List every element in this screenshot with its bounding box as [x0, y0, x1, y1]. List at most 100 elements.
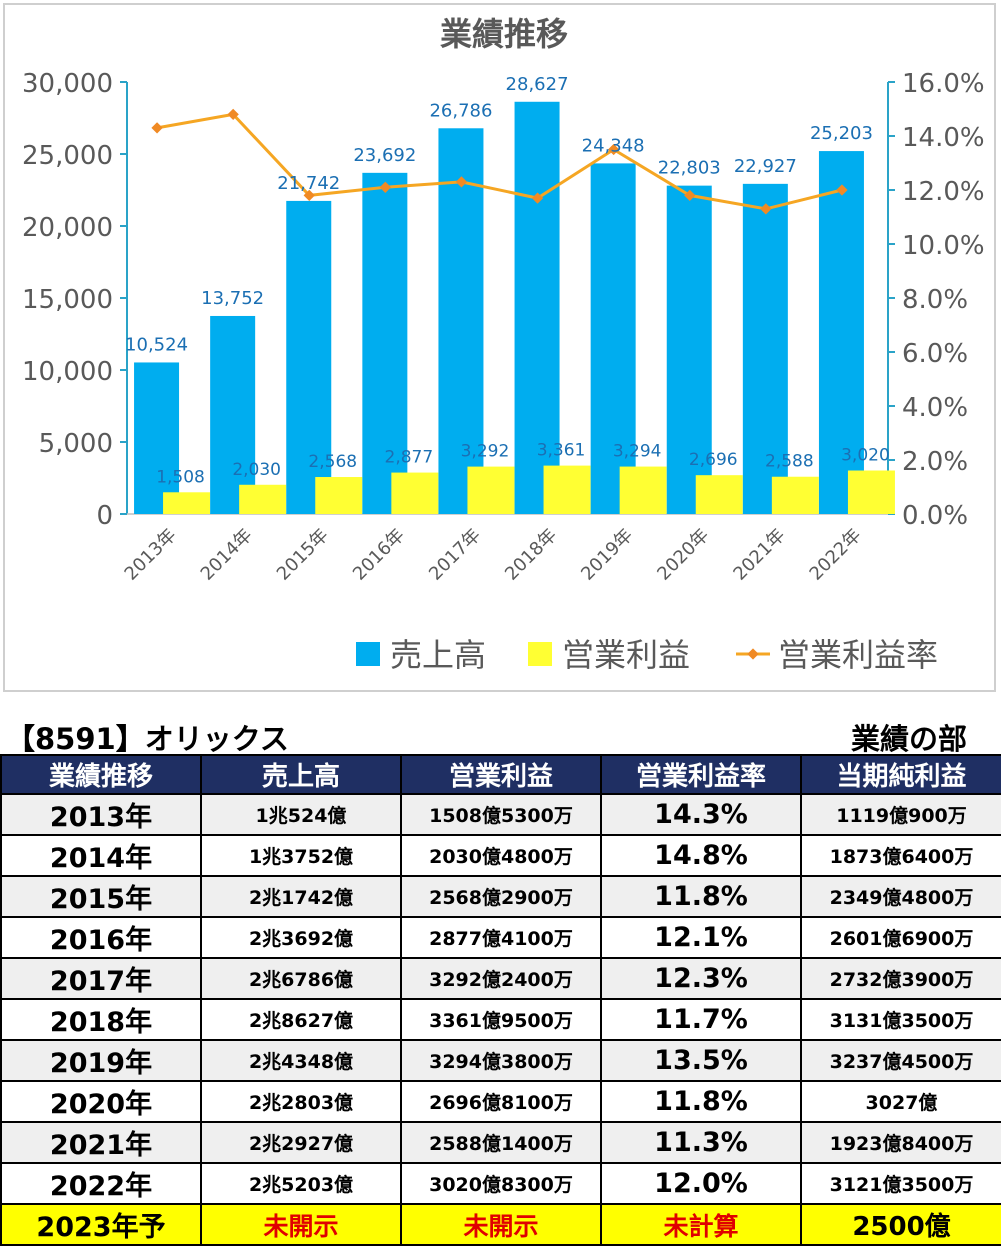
y2-tick-label: 10.0%: [902, 231, 985, 261]
data-label-operating-profit: 3,020: [841, 446, 890, 466]
operating-margin-cell: 11.3%: [600, 1121, 802, 1164]
net-income-cell: 3121億3500万: [800, 1162, 1001, 1205]
year-cell: 2019年: [0, 1039, 202, 1082]
point-operating-margin: [607, 143, 620, 156]
net-income-cell: 1923億8400万: [800, 1121, 1001, 1164]
bar-sales: [514, 101, 560, 514]
forecast-sales-cell: 未開示: [200, 1203, 402, 1246]
y-tick-label: 20,000: [22, 213, 113, 243]
x-tick-label: 2019年: [577, 525, 637, 585]
sales-cell: 1兆3752億: [200, 834, 402, 877]
bar-sales: [590, 163, 636, 514]
bar-sales: [742, 183, 788, 514]
point-operating-margin: [151, 122, 163, 134]
legend-label-operating-margin: 営業利益率: [778, 636, 938, 674]
bar-operating-profit: [391, 472, 439, 514]
operating-profit-cell: 3361億9500万: [400, 998, 602, 1041]
y2-tick-label: 16.0%: [902, 69, 985, 99]
table-row: 2014年 1兆3752億 2030億4800万 14.8% 1873億6400万: [0, 834, 1001, 877]
year-cell: 2020年: [0, 1080, 202, 1123]
line-operating-margin: [156, 112, 843, 211]
x-tick-label: 2021年: [729, 525, 789, 585]
col-header-net-income: 当期純利益: [800, 754, 1001, 795]
legend-label-sales: 売上高: [390, 636, 486, 674]
forecast-row: 2023年予 未開示 未開示 未計算 2500億: [0, 1203, 1001, 1246]
operating-profit-cell: 2568億2900万: [400, 875, 602, 918]
operating-profit-cell: 3020億8300万: [400, 1162, 602, 1205]
data-label-operating-profit: 2,030: [232, 460, 281, 480]
col-header-year: 業績推移: [0, 754, 202, 795]
point-operating-margin: [684, 189, 696, 202]
bar-sales: [818, 151, 864, 515]
operating-profit-cell: 1508億5300万: [400, 793, 602, 836]
bar-operating-profit: [619, 466, 667, 514]
bar-sales: [362, 172, 408, 514]
point-operating-margin: [836, 184, 848, 196]
y2-tick-label: 2.0%: [902, 447, 968, 477]
y2-tick-label: 6.0%: [902, 339, 968, 369]
performance-table: 業績推移 売上高 営業利益 営業利益率 当期純利益 2013年 1兆524億 150…: [0, 754, 1001, 1246]
data-label-operating-profit: 2,696: [689, 450, 738, 470]
section-title: 業績の部: [850, 722, 967, 756]
y2-tick-label: 14.0%: [902, 123, 985, 153]
year-cell: 2022年: [0, 1162, 202, 1205]
legend-swatch-sales: [356, 642, 380, 666]
bar-sales: [210, 315, 256, 514]
y2-tick-label: 0.0%: [902, 501, 968, 531]
y-tick-label: 10,000: [22, 357, 113, 387]
table-header-row: 業績推移 売上高 営業利益 営業利益率 当期純利益: [0, 754, 1001, 795]
table-row: 2018年 2兆8627億 3361億9500万 11.7% 3131億3500万: [0, 998, 1001, 1041]
operating-profit-cell: 3292億2400万: [400, 957, 602, 1000]
x-tick-label: 2022年: [806, 525, 866, 585]
net-income-cell: 1873億6400万: [800, 834, 1001, 877]
year-cell: 2015年: [0, 875, 202, 918]
sales-cell: 2兆3692億: [200, 916, 402, 959]
data-label-operating-profit: 3,294: [613, 442, 662, 462]
net-income-cell: 3131億3500万: [800, 998, 1001, 1041]
sales-cell: 2兆4348億: [200, 1039, 402, 1082]
table-row: 2022年 2兆5203億 3020億8300万 12.0% 3121億3500万: [0, 1162, 1001, 1205]
year-cell: 2013年: [0, 793, 202, 836]
y-tick-label: 5,000: [39, 429, 113, 459]
table-row: 2019年 2兆4348億 3294億3800万 13.5% 3237億4500万: [0, 1039, 1001, 1082]
year-cell: 2021年: [0, 1121, 202, 1164]
operating-margin-cell: 14.3%: [600, 793, 802, 836]
bar-operating-profit: [543, 465, 591, 514]
y-tick-label: 0: [96, 501, 113, 531]
col-header-operating-profit: 営業利益: [400, 754, 602, 795]
point-operating-margin: [455, 176, 468, 188]
forecast-operating-profit-cell: 未開示: [400, 1203, 602, 1246]
y2-tick-label: 12.0%: [902, 177, 985, 207]
table-row: 2016年 2兆3692億 2877億4100万 12.1% 2601億6900万: [0, 916, 1001, 959]
net-income-cell: 2601億6900万: [800, 916, 1001, 959]
point-operating-margin: [760, 203, 772, 215]
bar-operating-profit: [467, 466, 515, 514]
forecast-net-income-cell: 2500億: [800, 1203, 1001, 1246]
operating-profit-cell: 2696億8100万: [400, 1080, 602, 1123]
y-tick-label: 25,000: [22, 141, 113, 171]
year-cell: 2016年: [0, 916, 202, 959]
bar-sales: [286, 200, 332, 514]
data-label-operating-profit: 2,568: [308, 452, 357, 472]
net-income-cell: 3027億: [800, 1080, 1001, 1123]
bar-sales: [438, 128, 484, 514]
sales-cell: 2兆2927億: [200, 1121, 402, 1164]
data-label-sales: 22,927: [734, 156, 797, 177]
data-label-sales: 24,348: [582, 135, 645, 156]
bar-operating-profit: [239, 484, 287, 514]
x-tick-label: 2016年: [349, 525, 409, 585]
operating-profit-cell: 2030億4800万: [400, 834, 602, 877]
y-tick-label: 15,000: [22, 285, 113, 315]
data-label-sales: 25,203: [810, 123, 873, 144]
y2-tick-label: 8.0%: [902, 285, 968, 315]
data-label-sales: 22,803: [658, 158, 721, 179]
operating-profit-cell: 2588億1400万: [400, 1121, 602, 1164]
net-income-cell: 1119億900万: [800, 793, 1001, 836]
table-row: 2017年 2兆6786億 3292億2400万 12.3% 2732億3900万: [0, 957, 1001, 1000]
bar-sales: [666, 185, 712, 515]
operating-margin-cell: 11.8%: [600, 875, 802, 918]
data-label-operating-profit: 2,588: [765, 452, 814, 472]
sales-cell: 2兆1742億: [200, 875, 402, 918]
net-income-cell: 3237億4500万: [800, 1039, 1001, 1082]
data-label-sales: 13,752: [201, 288, 264, 309]
